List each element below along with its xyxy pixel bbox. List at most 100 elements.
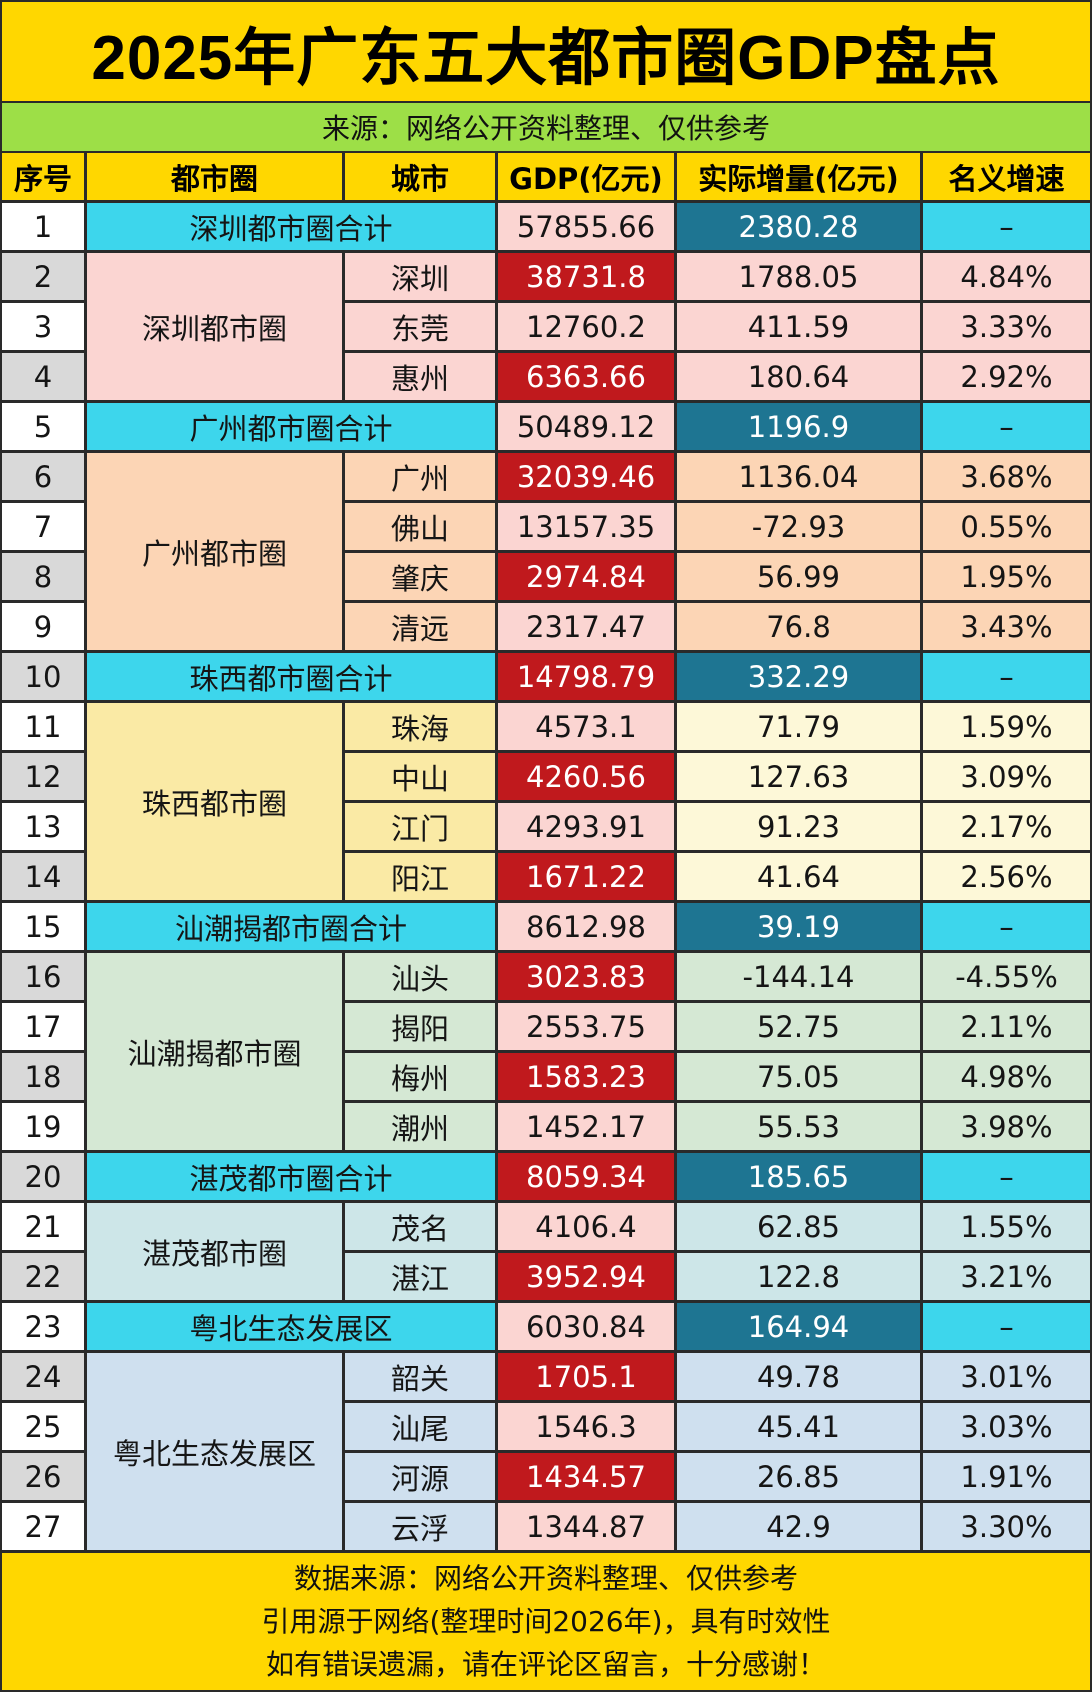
footer-line: 引用源于网络(整理时间2026年)，具有时效性 xyxy=(261,1605,831,1638)
city-gdp: 2553.75 xyxy=(498,1003,677,1053)
city-growth: 2.11% xyxy=(923,1003,1092,1053)
city-gdp: 2317.47 xyxy=(498,603,677,653)
city-growth: 1.59% xyxy=(923,703,1092,753)
city-growth: -4.55% xyxy=(923,953,1092,1003)
city-name: 云浮 xyxy=(345,1503,498,1553)
city-growth: 2.56% xyxy=(923,853,1092,903)
city-growth: 4.98% xyxy=(923,1053,1092,1103)
city-gdp: 3023.83 xyxy=(498,953,677,1003)
footer-line: 数据来源：网络公开资料整理、仅供参考 xyxy=(293,1562,798,1595)
city-name: 广州 xyxy=(345,453,498,503)
city-name: 惠州 xyxy=(345,353,498,403)
city-name: 湛江 xyxy=(345,1253,498,1303)
city-name: 汕尾 xyxy=(345,1403,498,1453)
city-growth: 3.98% xyxy=(923,1103,1092,1153)
city-gdp: 4260.56 xyxy=(498,753,677,803)
source-banner: 来源：网络公开资料整理、仅供参考 xyxy=(2,103,1090,151)
row-index: 4 xyxy=(0,353,87,403)
header-city: 城市 xyxy=(345,153,498,203)
city-increment: 49.78 xyxy=(677,1353,923,1403)
row-index: 13 xyxy=(0,803,87,853)
row-index: 23 xyxy=(0,1303,87,1353)
city-gdp: 38731.8 xyxy=(498,253,677,303)
row-index: 10 xyxy=(0,653,87,703)
city-growth: 0.55% xyxy=(923,503,1092,553)
total-growth: – xyxy=(923,1303,1092,1353)
metro-name: 广州都市圈 xyxy=(87,453,345,653)
total-label: 广州都市圈合计 xyxy=(87,403,498,453)
city-growth: 1.91% xyxy=(923,1453,1092,1503)
city-name: 东莞 xyxy=(345,303,498,353)
header-metro: 都市圈 xyxy=(87,153,345,203)
total-gdp: 14798.79 xyxy=(498,653,677,703)
total-gdp: 57855.66 xyxy=(498,203,677,253)
city-growth: 3.09% xyxy=(923,753,1092,803)
city-growth: 2.92% xyxy=(923,353,1092,403)
total-label: 珠西都市圈合计 xyxy=(87,653,498,703)
row-index: 7 xyxy=(0,503,87,553)
city-gdp: 4293.91 xyxy=(498,803,677,853)
city-gdp: 2974.84 xyxy=(498,553,677,603)
footer-notes: 数据来源：网络公开资料整理、仅供参考 引用源于网络(整理时间2026年)，具有时… xyxy=(2,1553,1090,1690)
city-name: 深圳 xyxy=(345,253,498,303)
city-gdp: 4573.1 xyxy=(498,703,677,753)
city-name: 佛山 xyxy=(345,503,498,553)
city-growth: 1.55% xyxy=(923,1203,1092,1253)
row-index: 12 xyxy=(0,753,87,803)
city-gdp: 1705.1 xyxy=(498,1353,677,1403)
city-growth: 3.68% xyxy=(923,453,1092,503)
footer-line: 如有错误遗漏，请在评论区留言，十分感谢！ xyxy=(265,1648,826,1681)
row-index: 26 xyxy=(0,1453,87,1503)
city-increment: 1788.05 xyxy=(677,253,923,303)
city-growth: 3.01% xyxy=(923,1353,1092,1403)
total-growth: – xyxy=(923,653,1092,703)
total-label: 湛茂都市圈合计 xyxy=(87,1153,498,1203)
city-increment: 91.23 xyxy=(677,803,923,853)
city-increment: 62.85 xyxy=(677,1203,923,1253)
total-growth: – xyxy=(923,903,1092,953)
city-gdp: 1434.57 xyxy=(498,1453,677,1503)
city-increment: 56.99 xyxy=(677,553,923,603)
city-name: 汕头 xyxy=(345,953,498,1003)
city-gdp: 32039.46 xyxy=(498,453,677,503)
row-index: 5 xyxy=(0,403,87,453)
metro-name: 深圳都市圈 xyxy=(87,253,345,403)
city-gdp: 1452.17 xyxy=(498,1103,677,1153)
city-increment: 75.05 xyxy=(677,1053,923,1103)
city-increment: 26.85 xyxy=(677,1453,923,1503)
row-index: 3 xyxy=(0,303,87,353)
total-gdp: 8059.34 xyxy=(498,1153,677,1203)
row-index: 21 xyxy=(0,1203,87,1253)
city-growth: 2.17% xyxy=(923,803,1092,853)
city-name: 肇庆 xyxy=(345,553,498,603)
page-title: 2025年广东五大都市圈GDP盘点 xyxy=(2,2,1090,101)
city-growth: 3.03% xyxy=(923,1403,1092,1453)
metro-name: 珠西都市圈 xyxy=(87,703,345,903)
row-index: 20 xyxy=(0,1153,87,1203)
total-gdp: 6030.84 xyxy=(498,1303,677,1353)
city-name: 揭阳 xyxy=(345,1003,498,1053)
row-index: 9 xyxy=(0,603,87,653)
city-gdp: 12760.2 xyxy=(498,303,677,353)
row-index: 15 xyxy=(0,903,87,953)
city-increment: 122.8 xyxy=(677,1253,923,1303)
city-growth: 3.33% xyxy=(923,303,1092,353)
city-gdp: 1344.87 xyxy=(498,1503,677,1553)
header-growth: 名义增速 xyxy=(923,153,1092,203)
city-gdp: 13157.35 xyxy=(498,503,677,553)
city-increment: 55.53 xyxy=(677,1103,923,1153)
gdp-table: 序号 都市圈 城市 GDP(亿元) 实际增量(亿元) 名义增速 1 深圳都市圈合… xyxy=(0,153,1092,1553)
city-name: 河源 xyxy=(345,1453,498,1503)
row-index: 6 xyxy=(0,453,87,503)
city-name: 茂名 xyxy=(345,1203,498,1253)
total-increment: 164.94 xyxy=(677,1303,923,1353)
total-increment: 332.29 xyxy=(677,653,923,703)
total-gdp: 8612.98 xyxy=(498,903,677,953)
total-label: 汕潮揭都市圈合计 xyxy=(87,903,498,953)
total-increment: 185.65 xyxy=(677,1153,923,1203)
row-index: 24 xyxy=(0,1353,87,1403)
city-name: 阳江 xyxy=(345,853,498,903)
total-growth: – xyxy=(923,1153,1092,1203)
total-growth: – xyxy=(923,403,1092,453)
